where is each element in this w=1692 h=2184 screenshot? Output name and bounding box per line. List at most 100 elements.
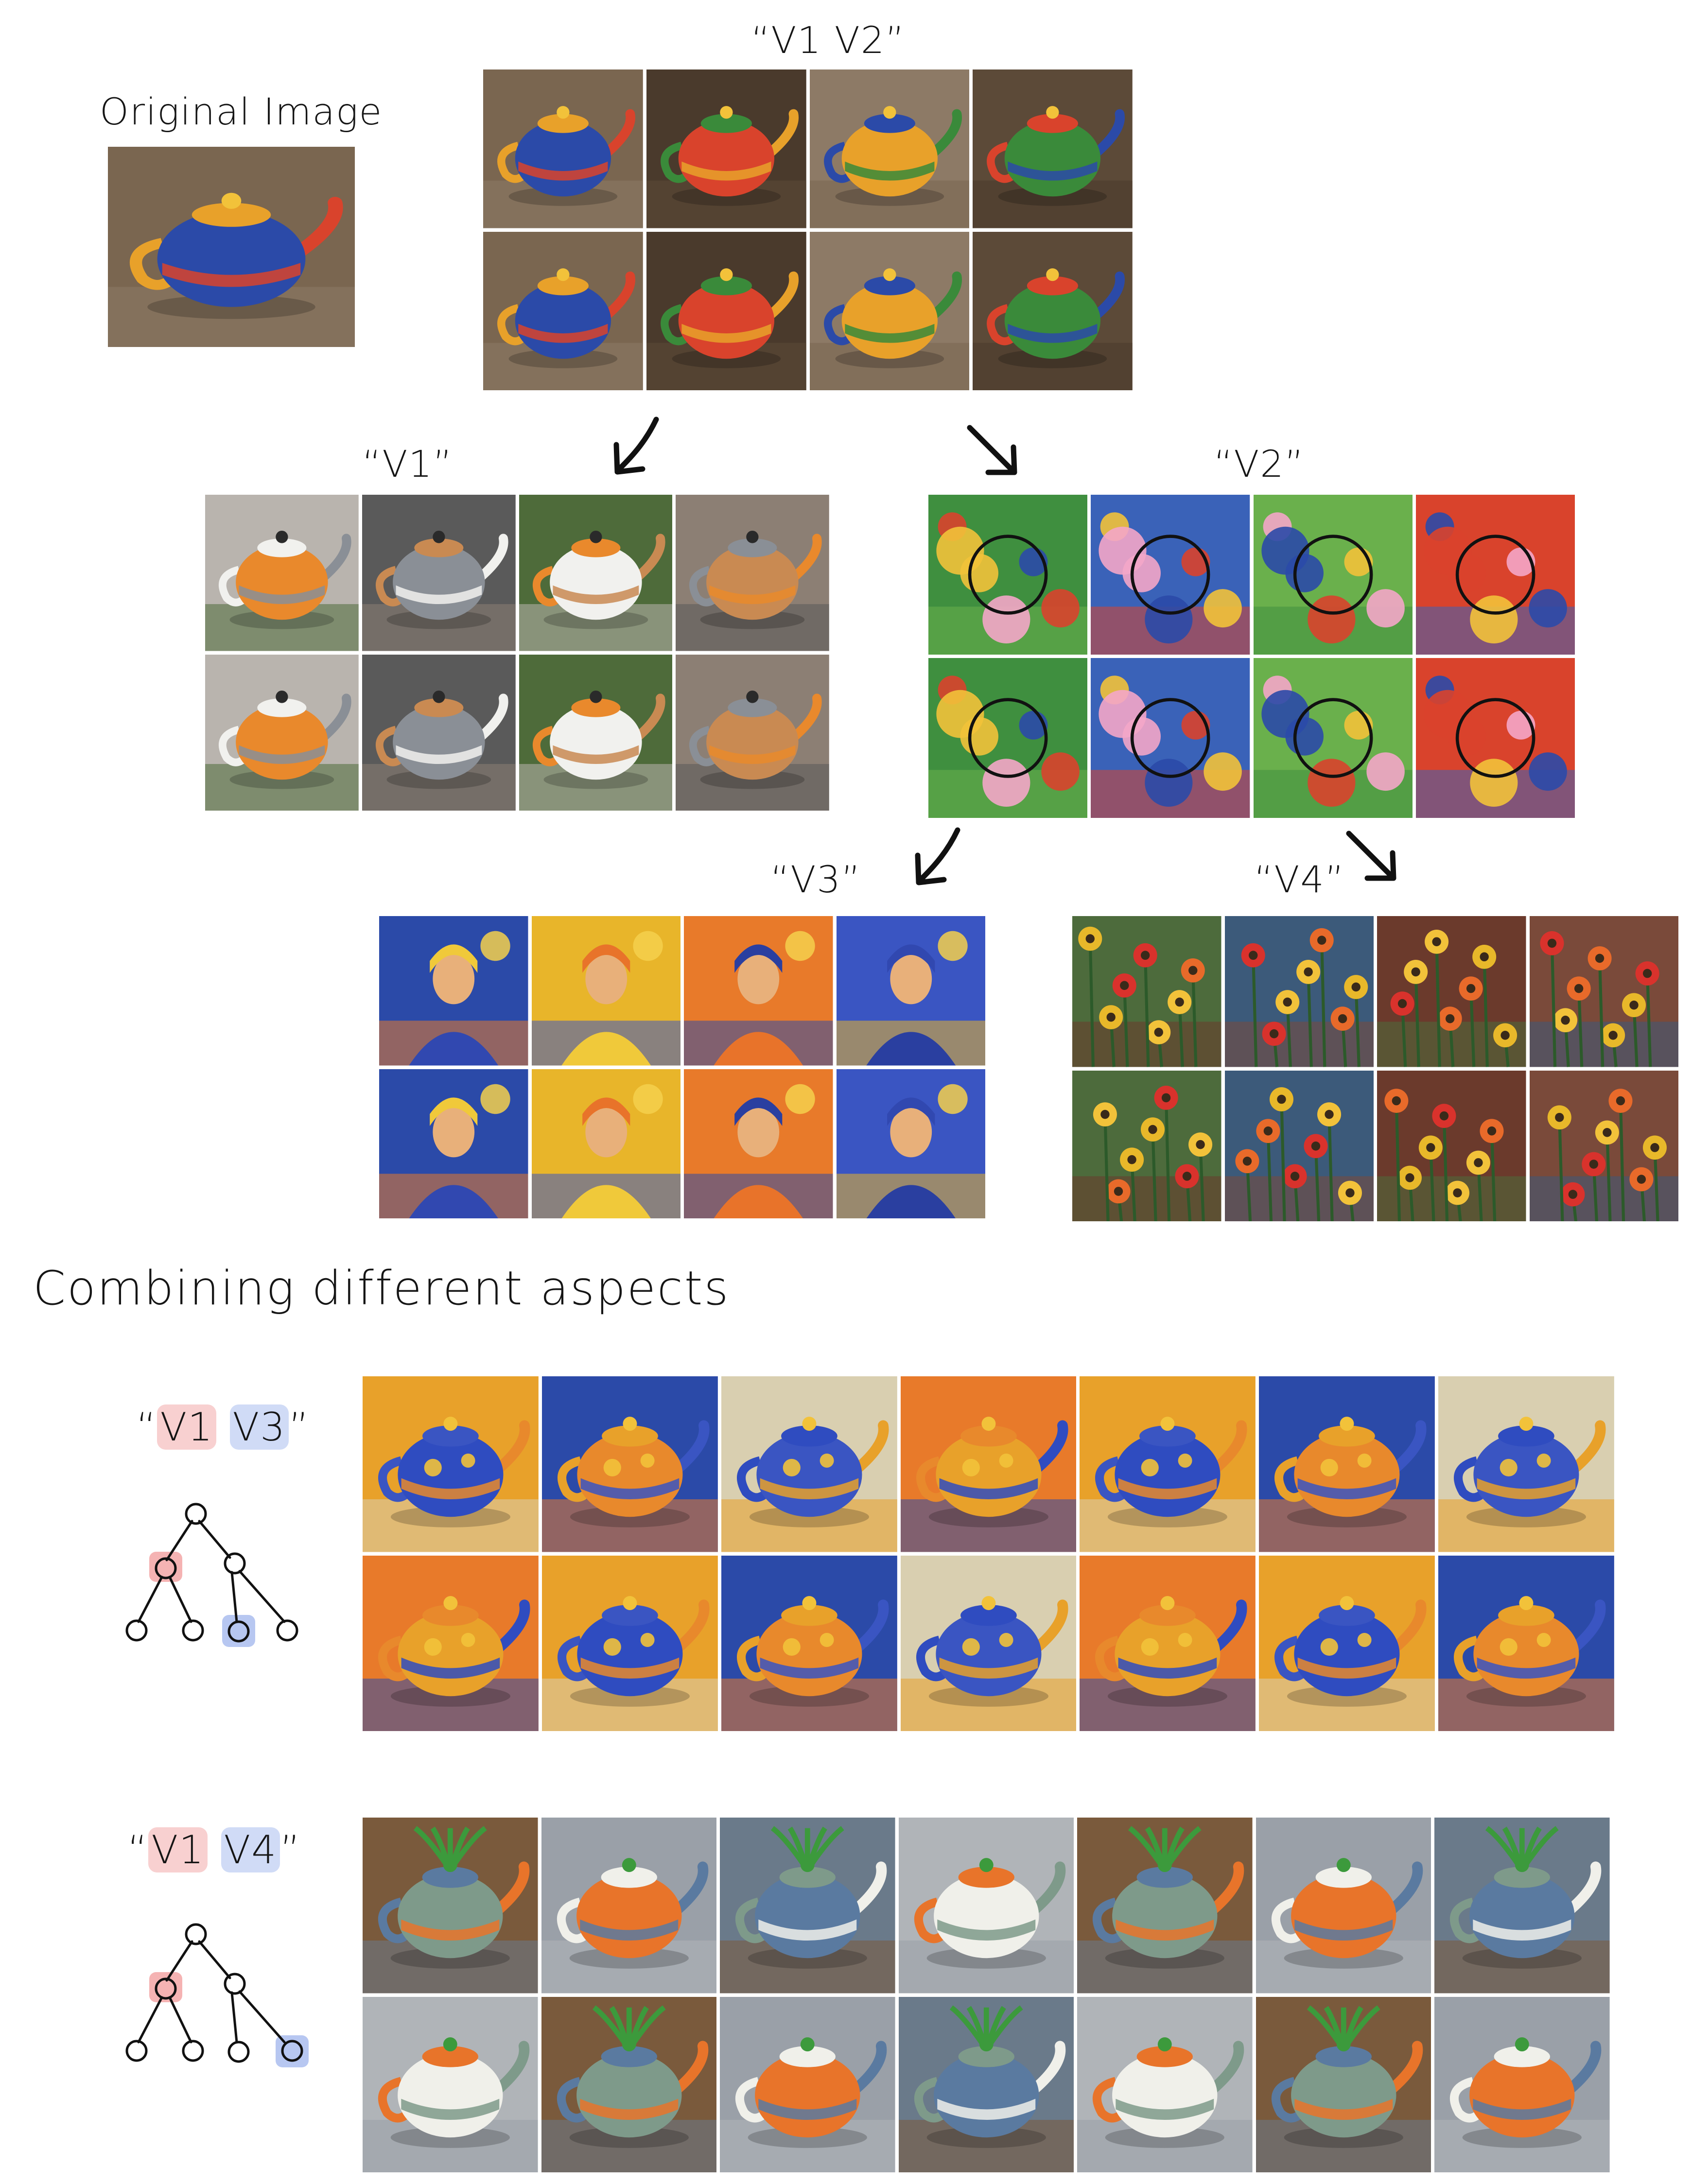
v2-image-tile [928,495,1088,655]
v1-image-grid [205,495,829,811]
combo2-tile-illustration [720,1818,895,1993]
v1-image-tile [676,495,829,651]
combo2-tile-illustration [898,1996,1074,2172]
combo1-tile-illustration [1438,1555,1614,1731]
v4-image-grid [1072,916,1678,1221]
v1v2-image-tile [483,69,643,228]
v1v2-tile-illustration [973,69,1133,228]
v4-tile-illustration [1377,1070,1526,1221]
v2-tile-illustration [1091,495,1250,655]
combo1-image-tile [1080,1555,1256,1731]
combo1-image-tile [541,1555,718,1731]
v1v2-image-tile [973,231,1133,390]
v3-label: “V3” [770,858,862,901]
combo2-tile-illustration [1256,1818,1431,1993]
combo-v1v4-label: “V1 V4” [127,1827,301,1872]
v4-tile-illustration [1377,916,1526,1067]
v1-tile-illustration [676,654,829,811]
v1-image-tile [519,495,673,651]
combo1-tile-illustration [900,1555,1077,1731]
v4-tile-illustration [1224,916,1374,1067]
combo1-tile-illustration [721,1555,897,1731]
combo2-tile-illustration [720,1996,895,2172]
quote-open: “ [136,1404,157,1450]
v4-image-tile [1529,916,1678,1067]
v1-tile-illustration [519,495,673,651]
tree-v1v3-icon [125,1503,298,1647]
v3-image-tile [836,1069,985,1218]
v2-tile-illustration [1253,658,1413,818]
combo1-image-tile [900,1555,1077,1731]
combo2-tile-illustration [1256,1996,1431,2172]
v2-tile-illustration [1253,495,1413,655]
combo2-image-tile [541,1996,717,2172]
combo1-image-tile [721,1555,897,1731]
v3-tile-illustration [379,1069,528,1218]
combo2-image-tile [720,1818,895,1993]
v1-tile-illustration [676,495,829,651]
combo-v1v3-part-v3: V3 [229,1404,289,1450]
v3-image-tile [531,1069,680,1218]
combo2-image-tile [541,1818,717,1993]
combo2-image-tile [1256,1996,1431,2172]
v3-tile-illustration [684,916,833,1066]
combo1-image-tile [1438,1555,1614,1731]
combo-v1v3-part-v1: V1 [157,1404,217,1450]
combo-v1v3-image-grid [363,1376,1614,1731]
combo2-tile-illustration [541,1996,717,2172]
v2-image-tile [1253,658,1413,818]
v3-image-grid [379,916,985,1218]
combo1-image-tile [1259,1376,1435,1552]
combo2-tile-illustration [1077,1996,1253,2172]
v4-image-tile [1377,916,1526,1067]
combo1-tile-illustration [541,1376,718,1552]
v1-image-tile [205,495,359,651]
v1v2-image-tile [973,69,1133,228]
v1v2-tile-illustration [646,231,806,390]
combo1-tile-illustration [1438,1376,1614,1552]
v3-image-tile [379,1069,528,1218]
v1-tile-illustration [519,654,673,811]
combo1-tile-illustration [363,1555,539,1731]
v4-label: “V4” [1254,858,1345,901]
combo1-image-tile [721,1376,897,1552]
combo-v1v3-label: “V1 V3” [136,1404,310,1450]
combo1-image-tile [1259,1555,1435,1731]
v2-tile-illustration [1415,658,1575,818]
v1v2-tile-illustration [483,231,643,390]
combo1-tile-illustration [1259,1555,1435,1731]
v3-tile-illustration [531,1069,680,1218]
v2-tile-illustration [1091,658,1250,818]
v4-image-tile [1072,916,1221,1067]
quote-close: ” [289,1404,310,1450]
original-image-tile [108,147,355,347]
combo2-tile-illustration [898,1818,1074,1993]
combo2-tile-illustration [363,1996,538,2172]
combo1-tile-illustration [541,1555,718,1731]
combo2-image-tile [1077,1996,1253,2172]
v1v2-image-tile [809,231,970,390]
v2-image-tile [1091,658,1250,818]
v2-tile-illustration [1415,495,1575,655]
combo2-image-tile [363,1996,538,2172]
v2-tile-illustration [928,658,1088,818]
quote-open: “ [127,1827,149,1872]
combo1-image-tile [1080,1376,1256,1552]
v3-image-tile [379,916,528,1066]
v1v2-tile-illustration [809,69,970,228]
v1-image-tile [205,654,359,811]
v1v2-tile-illustration [973,231,1133,390]
arrow-to-v4-icon [1346,831,1396,881]
v1v2-label: “V1 V2” [751,18,906,62]
v1v2-image-tile [483,231,643,390]
arrow-to-v3-icon [915,827,960,885]
combo2-image-tile [1434,1818,1610,1993]
v3-image-tile [684,1069,833,1218]
combo2-image-tile [898,1818,1074,1993]
v1-label: “V1” [362,442,454,485]
v2-image-tile [1415,495,1575,655]
combo2-image-tile [1256,1818,1431,1993]
v1v2-image-grid [483,69,1133,390]
v1v2-tile-illustration [646,69,806,228]
v4-tile-illustration [1529,916,1678,1067]
